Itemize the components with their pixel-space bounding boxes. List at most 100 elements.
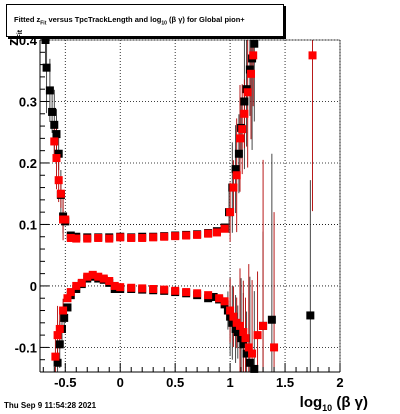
- data-point-red: [249, 51, 258, 60]
- data-point-red: [240, 109, 249, 118]
- data-point-red: [229, 312, 238, 321]
- data-point-red: [215, 294, 224, 303]
- data-point-black: [237, 334, 246, 343]
- data-point-red: [246, 69, 255, 78]
- data-point-red: [116, 233, 125, 242]
- data-point-red: [105, 234, 114, 243]
- data-point-black: [52, 130, 61, 139]
- data-point-black: [50, 120, 59, 129]
- y-tick-label: -0.1: [15, 340, 37, 355]
- data-point-red: [253, 331, 262, 340]
- data-point-red: [248, 349, 257, 358]
- data-point-black: [53, 358, 62, 367]
- data-point-red: [226, 306, 235, 315]
- data-point-red: [53, 331, 62, 340]
- data-point-red: [94, 233, 103, 242]
- data-point-red: [52, 154, 61, 163]
- y-tick-label: 0: [30, 279, 37, 294]
- data-point-red: [171, 232, 180, 241]
- grid-layer: [40, 39, 341, 372]
- data-point-red: [138, 233, 147, 242]
- data-point-red: [149, 233, 158, 242]
- markers-layer: [41, 36, 317, 373]
- data-point-red: [204, 229, 213, 238]
- y-tick-label: 0.3: [19, 94, 37, 109]
- data-point-red: [88, 270, 97, 279]
- data-point-black: [228, 318, 237, 327]
- data-point-red: [238, 125, 247, 134]
- data-point-red: [239, 328, 248, 337]
- data-point-red: [182, 288, 191, 297]
- data-point-red: [229, 183, 238, 192]
- data-point-red: [66, 288, 75, 297]
- data-point-red: [50, 137, 59, 146]
- data-point-red: [72, 234, 81, 243]
- x-axis-label: log10 (β γ): [299, 394, 368, 413]
- timestamp-footer: Thu Sep 9 11:54:28 2021: [4, 401, 97, 410]
- data-point-black: [242, 349, 251, 358]
- data-point-red: [66, 233, 75, 242]
- data-point-black: [54, 149, 63, 158]
- data-point-red: [59, 306, 68, 315]
- data-point-red: [116, 283, 125, 292]
- data-point-black: [60, 313, 69, 322]
- data-point-red: [220, 297, 229, 306]
- data-point-red: [232, 171, 241, 180]
- data-point-black: [306, 311, 315, 320]
- x-tick-label: 1.5: [276, 375, 294, 390]
- data-point-black: [231, 165, 240, 174]
- data-point-black: [234, 149, 243, 158]
- data-point-black: [267, 315, 276, 324]
- y-axis-label: zFit: [5, 29, 24, 46]
- data-point-red: [110, 281, 119, 290]
- data-point-red: [236, 321, 244, 330]
- data-point-red: [220, 224, 229, 233]
- data-point-red: [259, 321, 268, 330]
- chart-title-box: Fitted zFit versus TpcTrackLength and lo…: [6, 4, 284, 37]
- data-point-red: [61, 215, 70, 224]
- data-point-red: [241, 334, 250, 343]
- data-point-red: [56, 189, 65, 198]
- data-point-red: [160, 232, 169, 241]
- x-tick-label: 0.5: [166, 375, 184, 390]
- data-point-red: [138, 284, 147, 293]
- data-point-red: [193, 230, 202, 239]
- x-tick-label: 1: [226, 375, 233, 390]
- data-point-red: [226, 208, 235, 217]
- data-point-black: [250, 39, 259, 48]
- data-point-black: [240, 97, 249, 106]
- data-point-black: [233, 328, 242, 337]
- data-point-black: [42, 63, 51, 72]
- data-point-red: [308, 51, 317, 60]
- data-point-red: [243, 88, 252, 97]
- y-tick-label: 0.1: [19, 217, 37, 232]
- data-point-red: [160, 285, 169, 294]
- data-point-red: [63, 294, 72, 303]
- x-tick-label: 2: [336, 375, 343, 390]
- data-point-red: [94, 272, 103, 281]
- data-point-black: [239, 340, 248, 349]
- data-point-red: [77, 278, 86, 287]
- data-point-red: [193, 289, 202, 298]
- y-tick-label: 0.2: [19, 156, 37, 171]
- x-tick-label: -0.5: [54, 375, 76, 390]
- data-point-black: [63, 303, 72, 312]
- data-point-red: [99, 274, 108, 283]
- data-point-black: [48, 107, 57, 116]
- data-point-red: [212, 228, 221, 237]
- data-point-red: [244, 343, 253, 352]
- data-point-black: [245, 358, 254, 367]
- data-point-red: [182, 231, 191, 240]
- data-point-black: [245, 65, 254, 74]
- data-point-red: [270, 343, 279, 352]
- data-point-black: [250, 364, 259, 373]
- data-point-red: [51, 352, 60, 361]
- plot-background: [40, 40, 340, 372]
- chart-title: Fitted zFit versus TpcTrackLength and lo…: [14, 14, 245, 27]
- data-point-red: [149, 285, 158, 293]
- data-point-red: [83, 272, 92, 281]
- data-point-black: [55, 340, 64, 349]
- data-point-red: [83, 234, 92, 243]
- data-point-red: [105, 277, 114, 286]
- data-point-black: [45, 86, 54, 95]
